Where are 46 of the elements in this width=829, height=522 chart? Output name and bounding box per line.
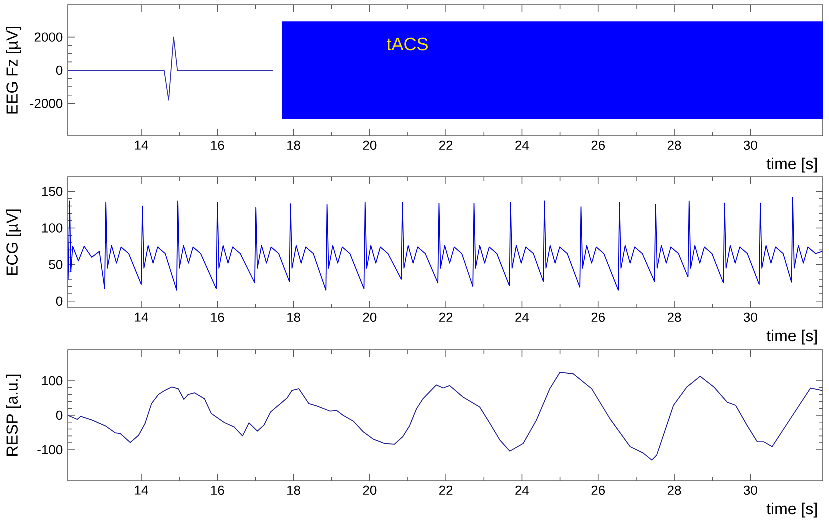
x-tick-label: 16: [211, 486, 224, 495]
x-tick-label: 16: [211, 140, 224, 150]
x-tick-label: 18: [288, 486, 300, 495]
x-tick-label: 22: [440, 312, 453, 322]
x-tick-label: 20: [363, 486, 377, 495]
annotation: tACS: [387, 38, 428, 50]
x-tick-label: 24: [516, 486, 530, 495]
x-tick-label: 20: [363, 140, 377, 150]
y-tick-label: 2000: [34, 32, 63, 42]
y-tick-label: 0: [56, 66, 63, 75]
x-tick-label: 22: [440, 140, 453, 150]
line-series: [68, 372, 823, 461]
x-axis-title: time [s]: [766, 502, 817, 518]
x-tick-label: 18: [288, 312, 300, 322]
x-tick-label: 30: [744, 486, 758, 495]
y-tick-label: -2000: [30, 98, 63, 108]
x-tick-label: 14: [135, 312, 148, 322]
x-tick-label: 14: [135, 486, 148, 495]
x-axis-title: time [s]: [766, 158, 817, 173]
x-tick-label: 24: [516, 140, 530, 150]
x-tick-label: 14: [135, 140, 148, 150]
x-tick-label: 26: [592, 140, 606, 150]
x-tick-label: 20: [363, 312, 377, 322]
x-tick-label: 26: [592, 486, 606, 495]
y-tick-label: -100: [38, 445, 63, 454]
y-axis-title: ECG [µV]: [6, 209, 22, 275]
x-tick-label: 28: [668, 312, 682, 322]
y-tick-label: 50: [49, 260, 63, 270]
x-axis-title: time [s]: [766, 330, 817, 345]
y-axis-title: EEG Fz [µV]: [6, 26, 22, 114]
x-tick-label: 28: [668, 486, 682, 495]
y-axis-title: RESP [a.u.]: [6, 374, 22, 456]
y-tick-label: 150: [42, 186, 63, 196]
y-tick-label: 0: [56, 296, 63, 306]
x-tick-label: 16: [211, 312, 224, 322]
y-tick-label: 100: [42, 376, 63, 386]
x-tick-label: 22: [440, 486, 453, 495]
y-tick-label: 100: [42, 223, 63, 233]
y-tick-label: 0: [56, 410, 63, 420]
x-tick-label: 18: [288, 140, 300, 150]
x-tick-label: 30: [744, 312, 758, 322]
x-tick-label: 28: [668, 140, 682, 150]
x-tick-label: 26: [592, 312, 606, 322]
x-tick-label: 24: [516, 312, 530, 322]
x-tick-label: 30: [744, 140, 758, 150]
line-series: [68, 196, 823, 291]
